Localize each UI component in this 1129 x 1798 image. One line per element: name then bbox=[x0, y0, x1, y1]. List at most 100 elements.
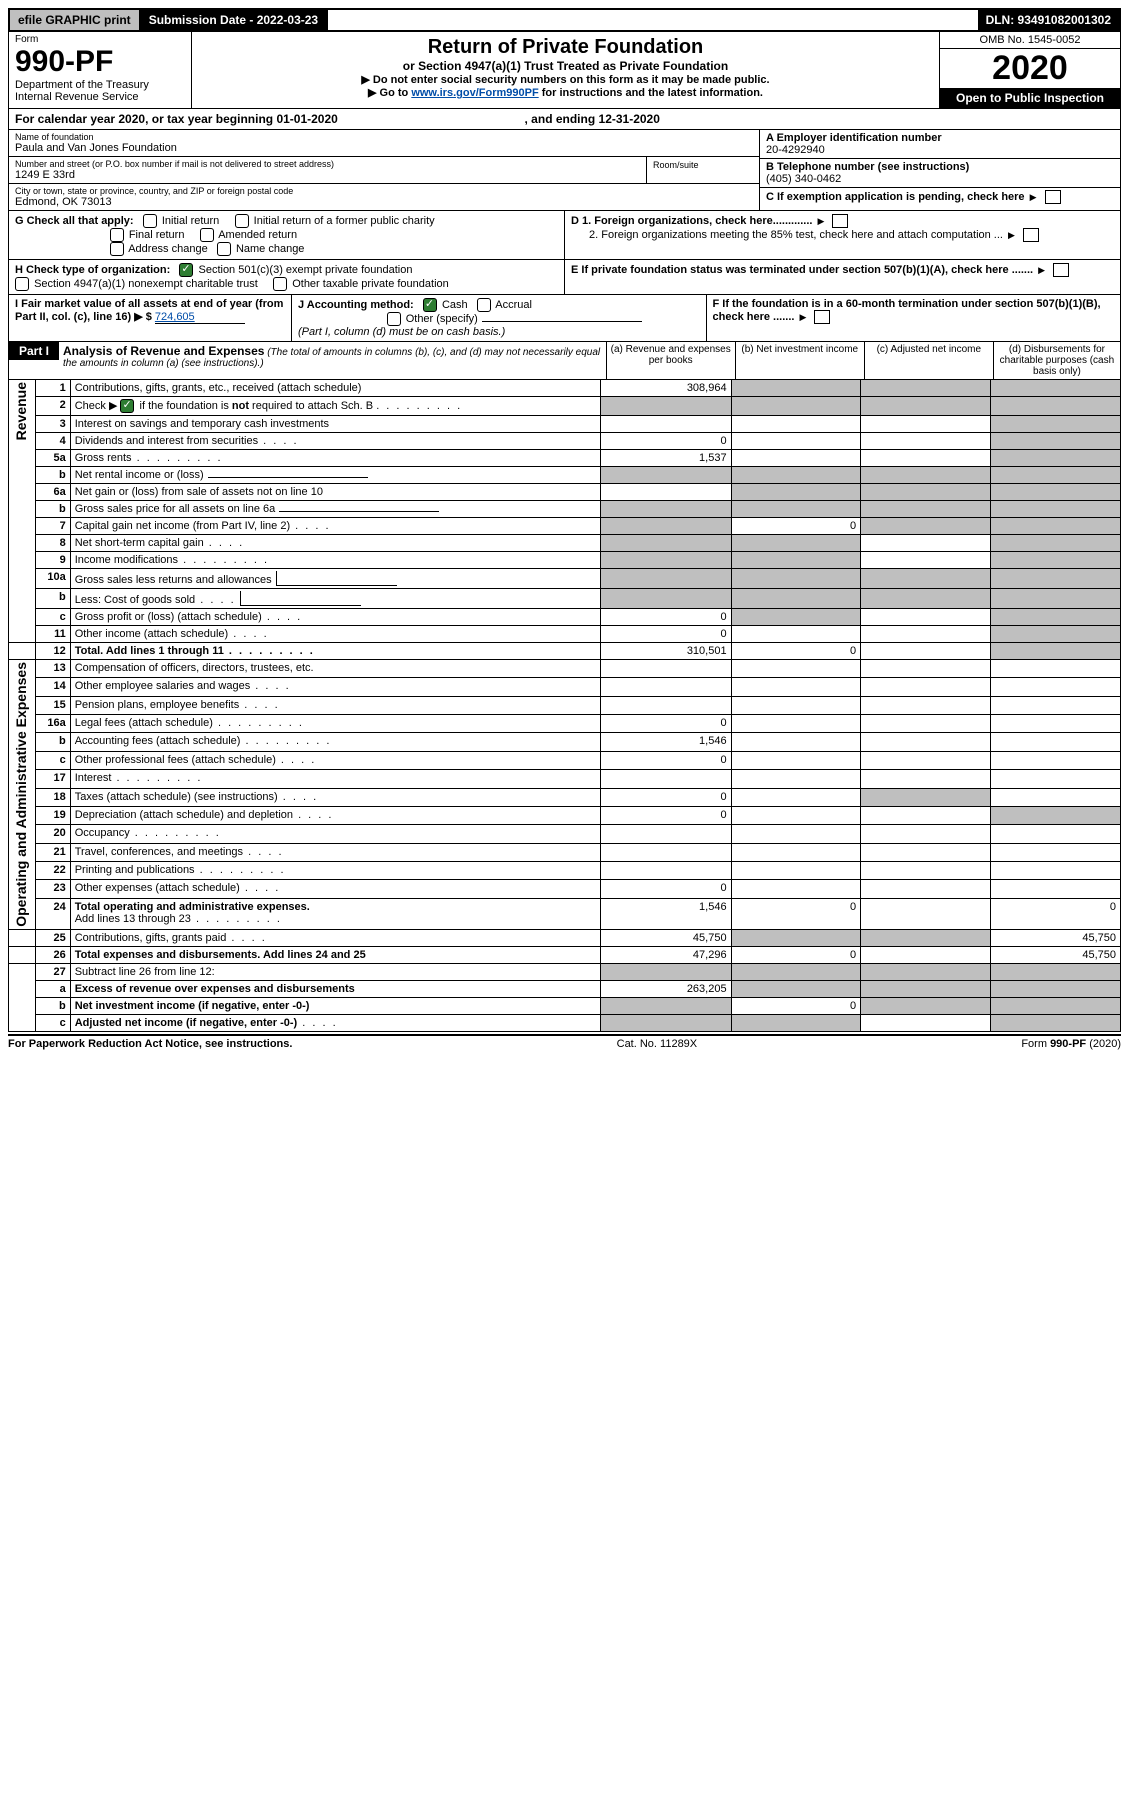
city: Edmond, OK 73013 bbox=[15, 196, 753, 208]
part1-header: Part I Analysis of Revenue and Expenses … bbox=[8, 342, 1121, 380]
row-21: Travel, conferences, and meetings bbox=[70, 843, 600, 861]
col-a: (a) Revenue and expenses per books bbox=[606, 342, 735, 379]
row-4: Dividends and interest from securities bbox=[70, 433, 600, 450]
c-checkbox[interactable] bbox=[1045, 190, 1061, 204]
row-19: Depreciation (attach schedule) and deple… bbox=[70, 806, 600, 824]
row-14: Other employee salaries and wages bbox=[70, 678, 600, 696]
d1-checkbox[interactable] bbox=[832, 214, 848, 228]
g-d-row: G Check all that apply: Initial return I… bbox=[8, 211, 1121, 260]
g2-text: Initial return of a former public charit… bbox=[254, 215, 435, 227]
footer-mid: Cat. No. 11289X bbox=[617, 1038, 698, 1050]
h1-checkbox[interactable] bbox=[179, 263, 193, 277]
schb-checkbox[interactable] bbox=[120, 399, 134, 413]
row-2: Check ▶ if the foundation is not require… bbox=[70, 397, 600, 416]
j-label: J Accounting method: bbox=[298, 299, 414, 311]
tax-year: 2020 bbox=[940, 49, 1120, 88]
row-1: Contributions, gifts, grants, etc., rece… bbox=[70, 380, 600, 397]
row-5b: Net rental income or (loss) bbox=[70, 467, 600, 484]
h2-text: Section 4947(a)(1) nonexempt charitable … bbox=[34, 278, 258, 290]
footer-right: Form 990-PF (2020) bbox=[1021, 1038, 1121, 1050]
expenses-side: Operating and Administrative Expenses bbox=[13, 662, 29, 927]
row-22: Printing and publications bbox=[70, 861, 600, 879]
arrow-icon bbox=[1036, 264, 1047, 276]
footer: For Paperwork Reduction Act Notice, see … bbox=[8, 1034, 1121, 1050]
g2-checkbox[interactable] bbox=[235, 214, 249, 228]
i-j-f-row: I Fair market value of all assets at end… bbox=[8, 295, 1121, 342]
note-2b: for instructions and the latest informat… bbox=[542, 87, 763, 99]
tel-label: B Telephone number (see instructions) bbox=[766, 161, 969, 173]
g4-checkbox[interactable] bbox=[200, 228, 214, 242]
h2-checkbox[interactable] bbox=[15, 277, 29, 291]
row-27: Subtract line 26 from line 12: bbox=[70, 963, 600, 980]
h-e-row: H Check type of organization: Section 50… bbox=[8, 260, 1121, 295]
g6-text: Name change bbox=[236, 243, 305, 255]
row-20: Occupancy bbox=[70, 825, 600, 843]
col-c: (c) Adjusted net income bbox=[864, 342, 993, 379]
dept-1: Department of the Treasury bbox=[15, 79, 185, 91]
part1-title: Analysis of Revenue and Expenses bbox=[63, 344, 264, 358]
footer-left: For Paperwork Reduction Act Notice, see … bbox=[8, 1038, 292, 1050]
d2-checkbox[interactable] bbox=[1023, 228, 1039, 242]
g-label: G Check all that apply: bbox=[15, 215, 134, 227]
fmv-link[interactable]: 724,605 bbox=[155, 311, 245, 324]
row-17: Interest bbox=[70, 770, 600, 788]
col-b: (b) Net investment income bbox=[735, 342, 864, 379]
note-2a: ▶ Go to bbox=[368, 87, 411, 99]
g6-checkbox[interactable] bbox=[217, 242, 231, 256]
g3-checkbox[interactable] bbox=[110, 228, 124, 242]
arrow-icon bbox=[798, 311, 809, 323]
row-16c: Other professional fees (attach schedule… bbox=[70, 751, 600, 769]
col-d: (d) Disbursements for charitable purpose… bbox=[993, 342, 1120, 379]
calendar-b: , and ending 12-31-2020 bbox=[525, 112, 660, 126]
g5-checkbox[interactable] bbox=[110, 242, 124, 256]
j-cash-checkbox[interactable] bbox=[423, 298, 437, 312]
dept-2: Internal Revenue Service bbox=[15, 91, 185, 103]
city-label: City or town, state or province, country… bbox=[15, 186, 753, 196]
row-27b: Net investment income (if negative, ente… bbox=[70, 997, 600, 1014]
submission-date: Submission Date - 2022-03-23 bbox=[141, 10, 328, 30]
j-accrual: Accrual bbox=[495, 299, 532, 311]
ein-label: A Employer identification number bbox=[766, 132, 942, 144]
revenue-side: Revenue bbox=[13, 382, 29, 440]
ein: 20-4292940 bbox=[766, 144, 825, 156]
row-16b: Accounting fees (attach schedule) bbox=[70, 733, 600, 751]
row-3: Interest on savings and temporary cash i… bbox=[70, 416, 600, 433]
form990pf-link[interactable]: www.irs.gov/Form990PF bbox=[411, 87, 538, 99]
address: 1249 E 33rd bbox=[15, 169, 640, 181]
topbar: efile GRAPHIC print Submission Date - 20… bbox=[8, 8, 1121, 32]
h3-checkbox[interactable] bbox=[273, 277, 287, 291]
j-accrual-checkbox[interactable] bbox=[477, 298, 491, 312]
row-11: Other income (attach schedule) bbox=[70, 626, 600, 643]
d1-label: D 1. Foreign organizations, check here..… bbox=[571, 215, 812, 227]
e-checkbox[interactable] bbox=[1053, 263, 1069, 277]
f-checkbox[interactable] bbox=[814, 310, 830, 324]
row-25: Contributions, gifts, grants paid bbox=[70, 929, 600, 946]
identity-block: Name of foundation Paula and Van Jones F… bbox=[8, 130, 1121, 211]
g1-checkbox[interactable] bbox=[143, 214, 157, 228]
row-27c: Adjusted net income (if negative, enter … bbox=[70, 1014, 600, 1031]
dln: DLN: 93491082001302 bbox=[978, 10, 1119, 30]
row-10a: Gross sales less returns and allowances bbox=[70, 569, 600, 589]
foundation-name: Paula and Van Jones Foundation bbox=[15, 142, 753, 154]
calendar-year: For calendar year 2020, or tax year begi… bbox=[8, 109, 1121, 130]
row-6b: Gross sales price for all assets on line… bbox=[70, 501, 600, 518]
part1-table: Revenue 1 Contributions, gifts, grants, … bbox=[8, 380, 1121, 1032]
form-title: Return of Private Foundation bbox=[198, 36, 933, 59]
form-number: 990-PF bbox=[15, 45, 185, 79]
e-label: E If private foundation status was termi… bbox=[571, 264, 1033, 276]
row-16a: Legal fees (attach schedule) bbox=[70, 715, 600, 733]
row-9: Income modifications bbox=[70, 552, 600, 569]
efile-label[interactable]: efile GRAPHIC print bbox=[10, 10, 141, 30]
name-label: Name of foundation bbox=[15, 132, 753, 142]
g3-text: Final return bbox=[129, 229, 185, 241]
h-label: H Check type of organization: bbox=[15, 264, 170, 276]
g5-text: Address change bbox=[128, 243, 208, 255]
c-label: C If exemption application is pending, c… bbox=[766, 191, 1025, 203]
j-other: Other (specify) bbox=[406, 313, 478, 325]
open-inspection: Open to Public Inspection bbox=[940, 88, 1120, 108]
row-10b: Less: Cost of goods sold bbox=[70, 589, 600, 609]
d2-label: 2. Foreign organizations meeting the 85%… bbox=[571, 229, 1003, 241]
j-other-checkbox[interactable] bbox=[387, 312, 401, 326]
row-13: Compensation of officers, directors, tru… bbox=[70, 660, 600, 678]
j-cash: Cash bbox=[442, 299, 468, 311]
